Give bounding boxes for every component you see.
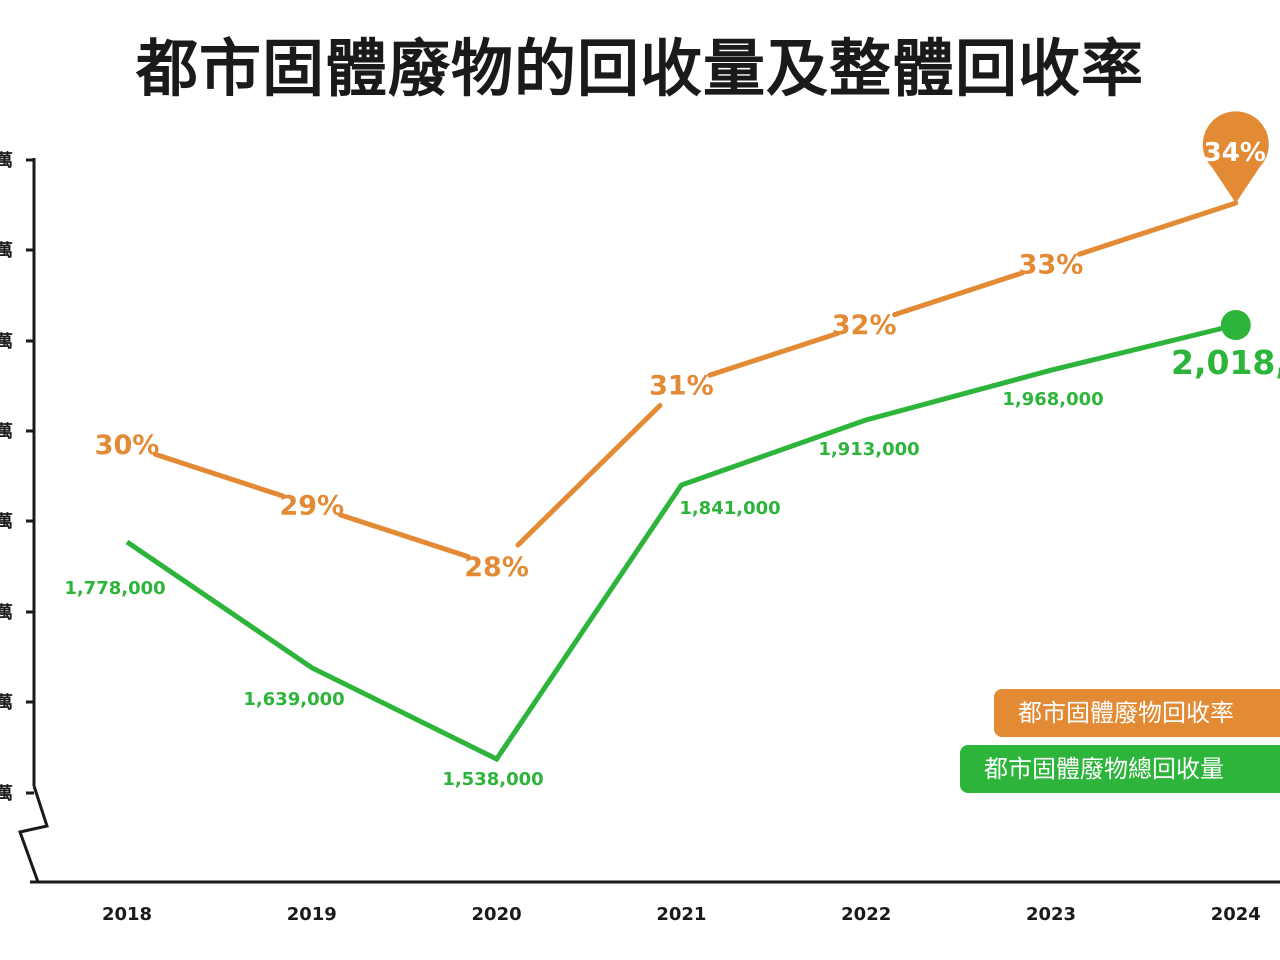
x-tick-label: 2019 (287, 904, 337, 925)
x-tick-label: 2023 (1026, 904, 1076, 925)
x-tick-label: 2022 (841, 904, 891, 925)
rate-data-label: 32% (832, 310, 897, 341)
y-tick-label: 萬 (0, 602, 13, 623)
rate-data-label: 29% (279, 491, 344, 522)
rate-line-segment (1077, 200, 1239, 257)
volume-data-label: 1,778,000 (64, 578, 165, 599)
y-tick-label: 萬 (0, 783, 13, 804)
volume-end-marker (1220, 310, 1251, 340)
rate-line-segment (153, 451, 286, 499)
volume-data-label-last: 2,018,000 (1171, 343, 1280, 382)
y-tick-label: 萬 (0, 150, 13, 171)
rate-data-label: 28% (464, 552, 529, 583)
chart-title: 都市固體廢物的回收量及整體回收率 (135, 32, 1144, 105)
volume-line (125, 322, 1237, 763)
x-tick-label: 2018 (102, 904, 152, 925)
volume-data-label: 1,968,000 (1002, 389, 1103, 410)
rate-pin-label: 34% (1204, 138, 1266, 168)
series-lines (125, 200, 1251, 763)
rate-pin-marker (1202, 111, 1269, 203)
volume-data-label: 1,913,000 (818, 439, 919, 460)
data-labels: 30% 29% 28% 31% 32% 33% 34% 1,778,000 1,639,000 1… (64, 111, 1280, 790)
rate-data-label: 33% (1019, 250, 1084, 281)
rate-data-label: 31% (649, 371, 714, 402)
y-tick-label: 萬 (0, 511, 13, 532)
volume-data-label: 1,538,000 (442, 769, 543, 790)
volume-data-label: 1,639,000 (243, 689, 344, 710)
y-tick-label: 萬 (0, 331, 13, 352)
legend-volume-label: 都市固體廢物總回收量 (984, 755, 1224, 783)
y-tick-label: 萬 (0, 421, 13, 442)
legend-rate-label: 都市固體廢物回收率 (1018, 699, 1234, 727)
legend-rate: 都市固體廢物回收率 (994, 689, 1280, 737)
rate-line-segment (337, 512, 471, 560)
rate-line-segment (707, 330, 841, 378)
rate-line-segment (892, 270, 1025, 318)
x-tick-label: 2021 (656, 904, 706, 925)
x-tick-label: 2024 (1211, 904, 1261, 925)
legend-volume: 都市固體廢物總回收量 (960, 745, 1280, 793)
y-axis-break (18, 785, 49, 883)
rate-line-segment (515, 403, 663, 548)
volume-data-label: 1,841,000 (679, 498, 780, 519)
x-tick-label: 2020 (472, 904, 522, 925)
y-tick-label: 萬 (0, 240, 13, 261)
y-tick-label: 萬 (0, 692, 13, 713)
rate-data-label: 30% (95, 430, 160, 461)
